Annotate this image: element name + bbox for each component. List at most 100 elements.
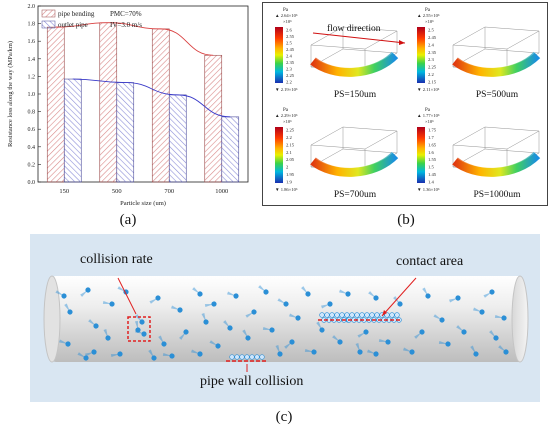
colorbar-min: ▼ 2.11×10⁶ <box>417 87 440 92</box>
colorbar-tick: 2.3 <box>286 67 292 72</box>
particle <box>456 325 467 335</box>
particle <box>304 348 317 355</box>
particle-body <box>337 339 343 345</box>
contact-particle <box>389 312 395 318</box>
particle-trail <box>368 291 376 298</box>
y-tick-label: 1.2 <box>28 74 36 80</box>
colorbar <box>275 127 283 183</box>
wall-particle <box>259 354 265 360</box>
contact-particle <box>374 312 380 318</box>
note-iv: IV=3.0 m/s <box>110 21 142 29</box>
particle-body <box>197 291 203 297</box>
colorbar-min: ▼ 2.19×10⁶ <box>275 87 298 92</box>
axes-box <box>310 26 398 72</box>
particle-body <box>245 335 251 341</box>
particle-body <box>135 327 141 333</box>
colorbar-tick: 1.9 <box>286 180 292 185</box>
pipe-wall-collision-chain <box>229 354 265 360</box>
colorbar-min: ▼ 1.36×10⁶ <box>417 187 440 192</box>
colorbar-tick: 1.5 <box>428 165 434 170</box>
unit-label: Pa <box>425 8 431 13</box>
particle <box>332 335 343 345</box>
particles-group <box>55 285 509 361</box>
x-tick-label: 1000 <box>215 188 228 195</box>
particle-body <box>305 291 311 297</box>
particle <box>135 329 147 337</box>
particle-body <box>109 301 115 307</box>
particle <box>321 301 333 309</box>
note-pmc: PMC=70% <box>110 10 142 18</box>
pipe-wall-collision-label: pipe wall collision <box>200 374 304 389</box>
particle-body <box>251 309 257 315</box>
x-tick-label: 700 <box>164 188 174 195</box>
bar-chart-panel: 0.0 0.2 0.4 0.6 0.8 1.0 1.2 1.4 1.6 1.8 2.0 Resista… <box>0 0 255 232</box>
colorbar-tick: 2.45 <box>286 47 295 52</box>
flow-direction-arrowhead <box>399 40 405 45</box>
particle-body <box>397 301 403 307</box>
particle-trail <box>80 290 88 297</box>
particle-body <box>227 325 233 331</box>
particle <box>368 291 379 301</box>
particle-body <box>493 335 499 341</box>
particle <box>483 289 495 298</box>
particle-body <box>105 335 111 341</box>
particle-trail <box>456 325 464 332</box>
particle <box>301 286 311 297</box>
particle <box>55 290 67 299</box>
legend-swatch-outlet-pipe <box>41 20 56 29</box>
unit-label: Pa <box>283 108 289 113</box>
particle <box>88 319 99 329</box>
particle-body <box>295 315 301 321</box>
particle <box>59 339 71 347</box>
contour-subplot: Pa▲ 2.64×10⁶×10⁶ 2.62.55 2.52.45 2.42.35 2.3… <box>275 8 399 100</box>
particle-body <box>169 353 175 359</box>
contact-particle <box>359 312 365 318</box>
pipe-inlet <box>43 275 61 363</box>
bar-pipe-bending <box>46 26 65 183</box>
unit-label: Pa <box>283 8 289 13</box>
colorbar-tick: 2.15 <box>286 142 295 147</box>
particle <box>494 314 507 321</box>
particle <box>204 301 217 308</box>
particle-trail <box>284 342 292 349</box>
particle-body <box>311 349 317 355</box>
particle-body <box>139 319 145 325</box>
particle-body <box>177 307 183 313</box>
particle-body <box>445 341 451 347</box>
particle-body <box>211 301 217 307</box>
particle-body <box>503 349 509 355</box>
axes-box-edges <box>310 27 398 71</box>
particle <box>289 313 301 321</box>
contact-particle <box>324 312 330 318</box>
axes-box <box>310 126 398 172</box>
particle <box>179 329 189 340</box>
colorbar-exponent: ×10⁶ <box>425 119 434 124</box>
particle <box>85 349 97 357</box>
particle <box>378 338 391 345</box>
particle-trail <box>88 319 96 326</box>
flow-direction: flow direction <box>312 23 406 45</box>
wall-particle <box>239 354 245 360</box>
particle-body <box>439 317 445 323</box>
y-tick-label: 0.0 <box>28 180 36 186</box>
particle <box>245 309 257 318</box>
particle-trail <box>135 314 142 322</box>
colorbar-tick: 2.2 <box>428 72 434 77</box>
particle <box>357 329 369 338</box>
particle-body <box>161 341 167 347</box>
bar-outlet-pipe <box>63 78 82 183</box>
wall-particle <box>229 354 235 360</box>
particle-body <box>357 349 363 355</box>
particle-trail <box>489 330 496 338</box>
unit-label: Pa <box>425 108 431 113</box>
pipe-highlight <box>312 49 396 68</box>
particle-trail <box>301 286 308 294</box>
contact-area-label: contact area <box>396 254 464 269</box>
particle <box>80 287 91 297</box>
collision-rate-box <box>127 316 151 342</box>
particle-body <box>277 351 283 357</box>
colorbar-tick: 1.7 <box>428 135 434 140</box>
particle-trail <box>223 320 230 328</box>
chart-legend: pipe bending outlet pipe <box>41 9 95 29</box>
colorbar-tick: 2.5 <box>286 41 292 46</box>
